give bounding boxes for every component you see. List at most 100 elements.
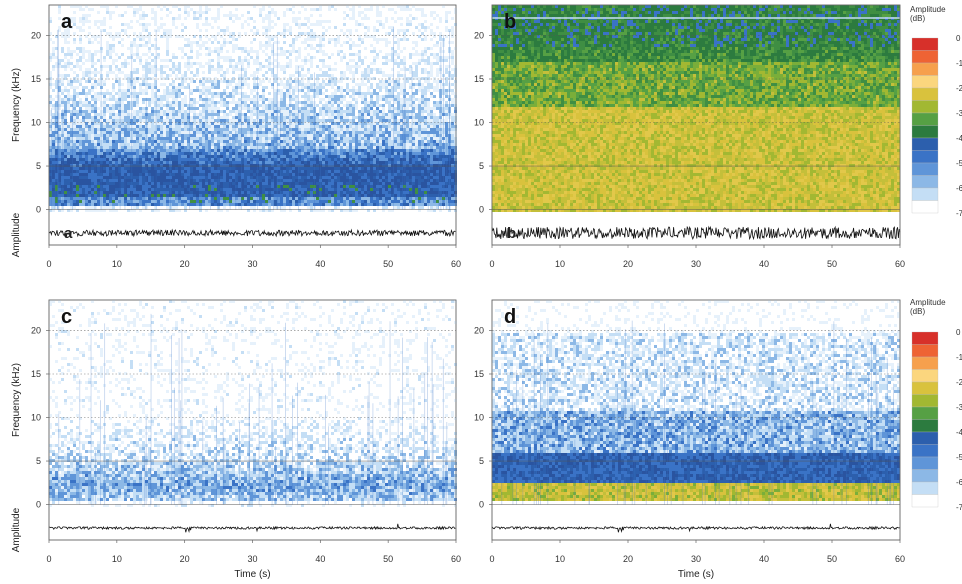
colorbar-segment xyxy=(912,457,938,470)
y-tick-label: 15 xyxy=(474,74,484,84)
colorbar-segment xyxy=(912,357,938,370)
colorbar-tick-label: -10 xyxy=(956,59,962,68)
y-axis-label: Frequency (kHz) xyxy=(11,68,22,142)
colorbar-segment xyxy=(912,88,938,101)
x-tick-label: 20 xyxy=(180,259,190,269)
colorbar-segment xyxy=(912,76,938,89)
colorbar-segment xyxy=(912,188,938,201)
y-tick-label: 10 xyxy=(474,118,484,128)
colorbar-tick-label: 0 xyxy=(956,34,961,43)
x-tick-label: 50 xyxy=(827,259,837,269)
colorbar-segment xyxy=(912,495,938,508)
x-tick-label: 50 xyxy=(383,554,393,564)
amplitude-axis-label: Amplitude xyxy=(11,507,22,552)
x-tick-label: 0 xyxy=(46,259,51,269)
x-axis-label: Time (s) xyxy=(234,569,270,580)
y-tick-label: 10 xyxy=(474,413,484,423)
x-tick-label: 10 xyxy=(555,554,565,564)
x-tick-label: 30 xyxy=(691,259,701,269)
colorbar-1: Amplitude(dB) 0 -10 -20 -30 -40 -50 -60 -70 xyxy=(910,5,962,218)
x-tick-label: 30 xyxy=(691,554,701,564)
spectrogram-texture xyxy=(492,5,900,212)
x-tick-label: 20 xyxy=(623,259,633,269)
panel-letter: c xyxy=(61,306,72,328)
y-tick-label: 20 xyxy=(31,325,41,335)
x-tick-label: 40 xyxy=(759,259,769,269)
x-tick-label: 40 xyxy=(315,259,325,269)
colorbar-segment xyxy=(912,432,938,445)
colorbar-tick-label: -40 xyxy=(956,428,962,437)
y-tick-label: 0 xyxy=(479,205,484,215)
colorbar-segment xyxy=(912,51,938,64)
colorbar-tick-label: -40 xyxy=(956,134,962,143)
colorbar-tick-label: -50 xyxy=(956,159,962,168)
y-tick-label: 0 xyxy=(479,500,484,510)
x-tick-label: 30 xyxy=(247,554,257,564)
y-axis-label: Frequency (kHz) xyxy=(11,363,22,437)
x-tick-label: 60 xyxy=(451,554,461,564)
x-tick-label: 0 xyxy=(489,259,494,269)
x-tick-label: 60 xyxy=(451,259,461,269)
y-tick-label: 20 xyxy=(474,325,484,335)
colorbar-tick-label: 0 xyxy=(956,328,961,337)
y-tick-label: 15 xyxy=(31,74,41,84)
panel-letter: b xyxy=(504,11,516,33)
amplitude-axis-label: Amplitude xyxy=(11,212,22,257)
x-tick-label: 0 xyxy=(46,554,51,564)
colorbar-unit: (dB) xyxy=(910,307,925,316)
y-tick-label: 20 xyxy=(474,30,484,40)
colorbar-tick-label: -20 xyxy=(956,84,962,93)
waveform-inset-label: a xyxy=(64,225,73,242)
x-tick-label: 50 xyxy=(827,554,837,564)
colorbar-tick-label: -70 xyxy=(956,209,962,218)
colorbar-segment xyxy=(912,126,938,139)
colorbar-segment xyxy=(912,332,938,345)
colorbar-segment xyxy=(912,482,938,495)
colorbar-segment xyxy=(912,101,938,114)
panel-b: 0 5 10 15 20 0 10 20 30 40 50 60 b b xyxy=(474,5,905,269)
y-tick-label: 5 xyxy=(479,161,484,171)
colorbar-unit: (dB) xyxy=(910,14,925,23)
x-tick-label: 20 xyxy=(180,554,190,564)
colorbar-segment xyxy=(912,370,938,383)
colorbar-segment xyxy=(912,445,938,458)
y-tick-label: 0 xyxy=(36,205,41,215)
colorbar-segment xyxy=(912,201,938,214)
x-axis-label: Time (s) xyxy=(678,569,714,580)
panel-letter: a xyxy=(61,11,73,33)
x-tick-label: 60 xyxy=(895,259,905,269)
y-tick-label: 20 xyxy=(31,30,41,40)
colorbar-segment xyxy=(912,63,938,76)
colorbar-segment xyxy=(912,113,938,126)
x-tick-label: 30 xyxy=(247,259,257,269)
x-tick-label: 10 xyxy=(112,259,122,269)
colorbar-tick-label: -60 xyxy=(956,184,962,193)
x-tick-label: 60 xyxy=(895,554,905,564)
y-tick-label: 5 xyxy=(36,161,41,171)
colorbar-segment xyxy=(912,470,938,483)
colorbar-title: Amplitude xyxy=(910,298,946,307)
colorbar-segment xyxy=(912,345,938,358)
x-tick-label: 40 xyxy=(315,554,325,564)
colorbar-tick-label: -50 xyxy=(956,453,962,462)
x-tick-label: 10 xyxy=(555,259,565,269)
y-tick-label: 0 xyxy=(36,500,41,510)
colorbar-segment xyxy=(912,395,938,408)
y-tick-label: 10 xyxy=(31,413,41,423)
colorbar-segment xyxy=(912,382,938,395)
colorbar-tick-label: -30 xyxy=(956,403,962,412)
colorbar-tick-label: -70 xyxy=(956,503,962,512)
colorbar-segment xyxy=(912,38,938,51)
colorbar-segment xyxy=(912,420,938,433)
x-tick-label: 20 xyxy=(623,554,633,564)
colorbar-tick-label: -60 xyxy=(956,478,962,487)
colorbar-title: Amplitude xyxy=(910,5,946,14)
colorbar-tick-label: -30 xyxy=(956,109,962,118)
x-tick-label: 50 xyxy=(383,259,393,269)
waveform-inset-label: b xyxy=(507,225,516,242)
y-tick-label: 15 xyxy=(31,369,41,379)
